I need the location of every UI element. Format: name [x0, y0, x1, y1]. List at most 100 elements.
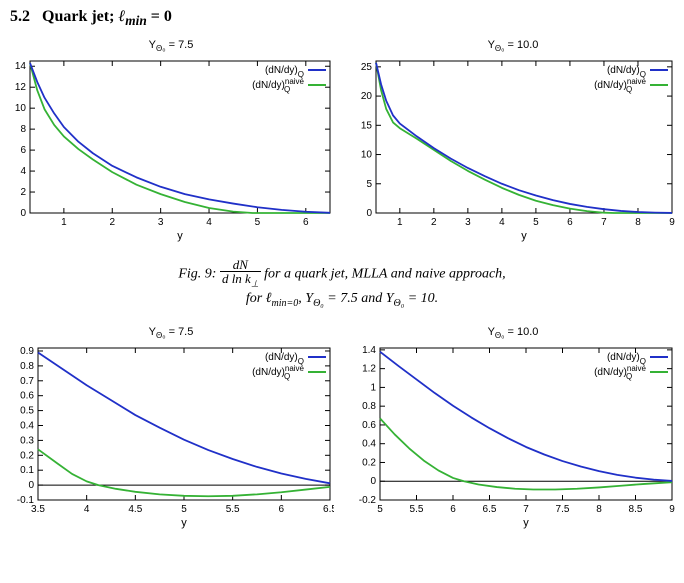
- svg-text:5: 5: [533, 217, 539, 228]
- svg-text:-0.1: -0.1: [17, 495, 35, 506]
- svg-text:20: 20: [361, 91, 373, 102]
- svg-text:0.2: 0.2: [20, 451, 34, 462]
- svg-text:0.6: 0.6: [20, 391, 34, 402]
- chart-title: YΘ₀ = 10.0: [346, 326, 680, 340]
- caption-l2s3: Θ₀: [394, 298, 405, 309]
- svg-text:7: 7: [523, 504, 529, 515]
- svg-text:0.8: 0.8: [20, 361, 34, 372]
- section-title-sub: min: [125, 13, 146, 28]
- svg-text:0.3: 0.3: [20, 436, 34, 447]
- svg-text:10: 10: [361, 150, 373, 161]
- caption-l2c: = 7.5 and Y: [324, 291, 394, 306]
- svg-text:5.5: 5.5: [226, 504, 240, 515]
- svg-text:12: 12: [15, 83, 27, 94]
- svg-text:4: 4: [206, 217, 212, 228]
- svg-text:1: 1: [370, 383, 376, 394]
- chart-svg: 12345602468101214y(dN/dy)Q(dN/dy)naiveQ: [4, 55, 334, 245]
- caption-l2d: = 10.: [404, 291, 438, 306]
- svg-text:14: 14: [15, 62, 27, 73]
- svg-text:6: 6: [279, 504, 285, 515]
- svg-text:6: 6: [20, 145, 26, 156]
- svg-text:1: 1: [61, 217, 67, 228]
- svg-text:(dN/dy)naiveQ: (dN/dy)naiveQ: [594, 364, 646, 381]
- svg-text:0.7: 0.7: [20, 376, 34, 387]
- svg-text:4.5: 4.5: [128, 504, 142, 515]
- svg-text:5: 5: [255, 217, 261, 228]
- svg-text:5.5: 5.5: [410, 504, 424, 515]
- svg-text:7: 7: [601, 217, 607, 228]
- svg-text:6: 6: [303, 217, 309, 228]
- caption-l2b: , Y: [298, 291, 313, 306]
- svg-text:9: 9: [669, 217, 675, 228]
- svg-text:6.5: 6.5: [483, 504, 497, 515]
- svg-text:6.5: 6.5: [323, 504, 334, 515]
- chart-row-top: YΘ₀ = 7.512345602468101214y(dN/dy)Q(dN/d…: [4, 39, 680, 245]
- svg-text:0: 0: [28, 481, 34, 492]
- caption-l2s2: Θ₀: [313, 298, 324, 309]
- svg-text:4: 4: [499, 217, 505, 228]
- svg-text:0.9: 0.9: [20, 346, 34, 357]
- svg-text:-0.2: -0.2: [359, 495, 377, 506]
- chart-2: YΘ₀ = 7.53.544.555.566.5-0.100.10.20.30.…: [4, 326, 338, 532]
- svg-text:8: 8: [635, 217, 641, 228]
- svg-text:4: 4: [84, 504, 90, 515]
- svg-text:5: 5: [366, 179, 372, 190]
- svg-text:0.4: 0.4: [20, 421, 34, 432]
- svg-text:6: 6: [450, 504, 456, 515]
- svg-text:5: 5: [181, 504, 187, 515]
- caption-frac-den-sub: ⊥: [251, 279, 259, 289]
- svg-text:y: y: [181, 517, 187, 529]
- section-title-pre: Quark jet;: [42, 8, 118, 25]
- svg-text:5: 5: [377, 504, 383, 515]
- caption-frac-den-text: d ln k: [222, 271, 251, 286]
- caption-fraction: dN d ln k⊥: [220, 258, 261, 289]
- svg-text:3: 3: [158, 217, 164, 228]
- svg-text:1.2: 1.2: [362, 364, 376, 375]
- svg-text:1.4: 1.4: [362, 345, 376, 356]
- svg-text:0: 0: [20, 208, 26, 219]
- svg-text:0.5: 0.5: [20, 406, 34, 417]
- svg-text:0: 0: [370, 477, 376, 488]
- svg-text:1: 1: [397, 217, 403, 228]
- svg-text:y: y: [523, 517, 529, 529]
- caption-frac-num: dN: [220, 258, 261, 272]
- svg-text:0.6: 0.6: [362, 420, 376, 431]
- section-number: 5.2: [10, 8, 30, 25]
- svg-text:15: 15: [361, 121, 373, 132]
- svg-text:7.5: 7.5: [556, 504, 570, 515]
- svg-text:8.5: 8.5: [629, 504, 643, 515]
- chart-3: YΘ₀ = 10.0 5 5.5 6 6.5 7 7.5 8 8.5 9 -0.2 0 0.2 0.4 0.…: [346, 326, 680, 532]
- svg-text:8: 8: [20, 125, 26, 136]
- svg-text:2: 2: [431, 217, 437, 228]
- caption-frac-den: d ln k⊥: [220, 272, 261, 289]
- chart-title: YΘ₀ = 7.5: [4, 39, 338, 53]
- section-title-post: = 0: [147, 8, 172, 25]
- chart-svg: 1234567890510152025y(dN/dy)Q(dN/dy)naive…: [346, 55, 676, 245]
- svg-text:6: 6: [567, 217, 573, 228]
- svg-text:0.1: 0.1: [20, 466, 34, 477]
- chart-svg: 5 5.5 6 6.5 7 7.5 8 8.5 9 -0.2 0 0.2 0.4 0.6 0.8 1 1.2 1.…: [346, 342, 676, 532]
- chart-title: YΘ₀ = 7.5: [4, 326, 338, 340]
- chart-svg: 3.544.555.566.5-0.100.10.20.30.40.50.60.…: [4, 342, 334, 532]
- chart-row-bottom: YΘ₀ = 7.53.544.555.566.5-0.100.10.20.30.…: [4, 326, 680, 532]
- caption-mid: for a quark jet, MLLA and naive approach…: [264, 267, 506, 282]
- figure-caption: Fig. 9: dN d ln k⊥ for a quark jet, MLLA…: [0, 259, 684, 310]
- svg-text:0: 0: [366, 208, 372, 219]
- svg-text:(dN/dy)naiveQ: (dN/dy)naiveQ: [252, 364, 304, 381]
- svg-text:y: y: [521, 230, 527, 242]
- svg-text:0.2: 0.2: [362, 458, 376, 469]
- svg-text:10: 10: [15, 104, 27, 115]
- caption-l2a: for ℓ: [246, 291, 272, 306]
- caption-prefix: Fig. 9:: [178, 267, 220, 282]
- svg-text:25: 25: [361, 62, 373, 73]
- caption-l2s1: min=0: [272, 298, 299, 309]
- svg-text:8: 8: [596, 504, 602, 515]
- svg-text:0.4: 0.4: [362, 439, 376, 450]
- svg-text:(dN/dy)naiveQ: (dN/dy)naiveQ: [594, 77, 646, 94]
- svg-text:9: 9: [669, 504, 675, 515]
- svg-text:0.8: 0.8: [362, 402, 376, 413]
- chart-1: YΘ₀ = 10.01234567890510152025y(dN/dy)Q(d…: [346, 39, 680, 245]
- svg-text:2: 2: [20, 187, 26, 198]
- svg-text:y: y: [177, 230, 183, 242]
- chart-title: YΘ₀ = 10.0: [346, 39, 680, 53]
